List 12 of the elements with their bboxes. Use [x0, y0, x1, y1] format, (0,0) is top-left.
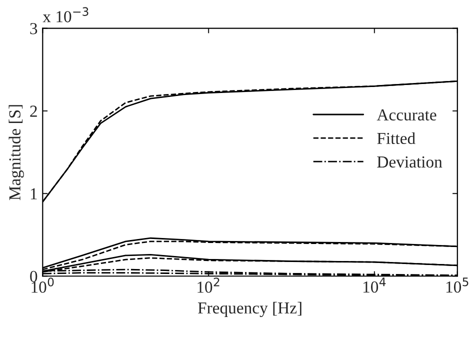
text: x 10$^{−3}$ — [42, 7, 88, 22]
legend-label: Fitted — [377, 132, 416, 144]
legend-label: Accurate — [376, 109, 436, 121]
x-tick-label: 10$^{4}$ — [364, 278, 386, 293]
x-tick-label: 10$^{5}$ — [446, 278, 468, 293]
x-axis-title: Frequency [Hz] — [198, 302, 302, 318]
y-tick-label: 3 — [30, 23, 38, 34]
x-tick-label: 10$^{2}$ — [198, 278, 220, 293]
y-axis-title: Magnitude [S] — [8, 105, 24, 200]
y-tick-label: 1 — [30, 188, 37, 200]
y-tick-label: 2 — [30, 106, 37, 117]
legend-label: Deviation — [377, 156, 442, 168]
